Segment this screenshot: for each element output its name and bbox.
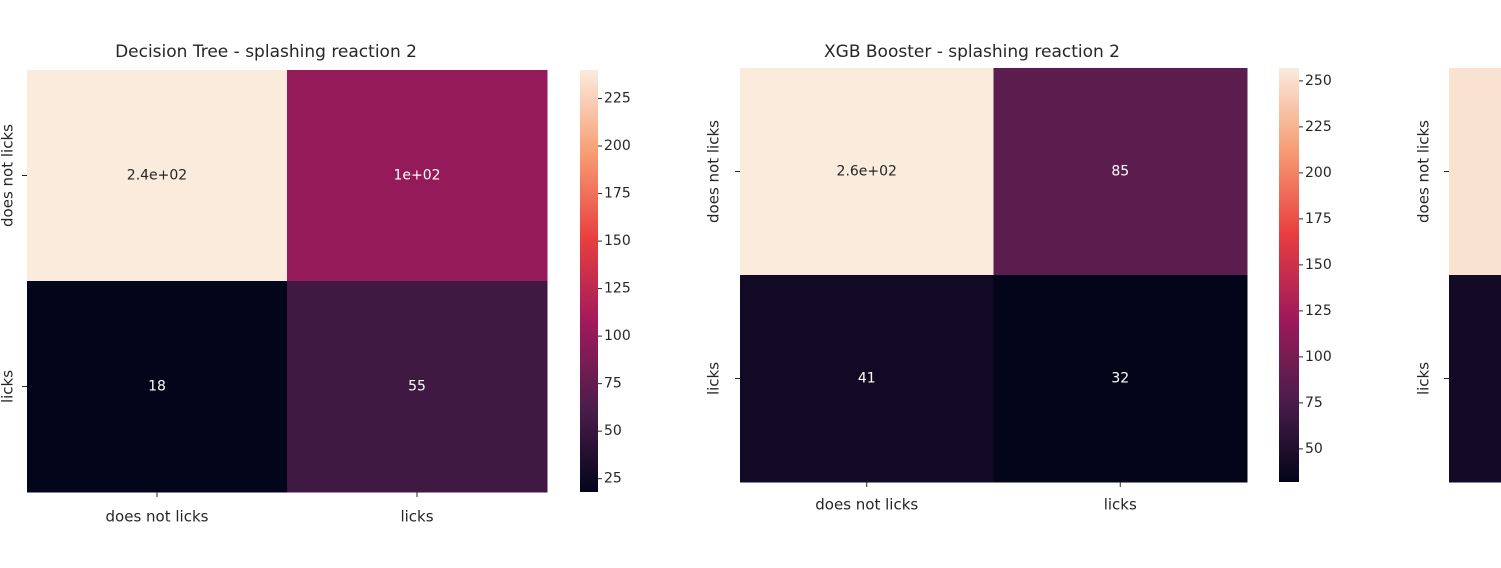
colorbar-tick-label: 125 — [1305, 303, 1332, 319]
colorbar — [580, 70, 598, 492]
colorbar-tick-label: 125 — [604, 281, 631, 297]
colorbar — [1279, 68, 1299, 482]
heatmap-cell — [287, 70, 548, 282]
y-tick-label: does not licks — [0, 124, 17, 227]
colorbar-tick-label: 250 — [1305, 73, 1332, 89]
x-tick-label: licks — [1104, 496, 1137, 514]
y-tick-label: licks — [705, 362, 723, 395]
x-tick-label: does not licks — [106, 508, 209, 526]
heatmap-cell — [993, 275, 1248, 483]
colorbar-tick-label: 200 — [1305, 165, 1332, 181]
cell-label: 18 — [148, 379, 166, 395]
heatmap-cell — [993, 68, 1248, 276]
y-tick-label: does not licks — [1415, 120, 1433, 223]
cell-label: 41 — [858, 371, 876, 387]
y-tick-label: licks — [0, 370, 17, 403]
chart-title: XGB Booster - splashing reaction 2 — [824, 42, 1120, 62]
colorbar-tick-label: 75 — [1305, 395, 1323, 411]
x-tick-label: licks — [400, 508, 433, 526]
y-tick-label: does not licks — [705, 120, 723, 223]
cell-label: 1e+02 — [393, 168, 440, 184]
colorbar-tick-label: 225 — [1305, 119, 1332, 135]
cell-label: 85 — [1111, 164, 1129, 180]
heatmap-cell — [740, 275, 994, 483]
heatmap-cell — [1449, 275, 1501, 483]
colorbar-tick-label: 200 — [604, 138, 631, 154]
colorbar-tick-label: 175 — [604, 186, 631, 202]
y-tick-label: licks — [1415, 362, 1433, 395]
heatmap-cell — [27, 281, 288, 493]
colorbar-tick-label: 50 — [604, 423, 622, 439]
colorbar-tick-label: 150 — [604, 233, 631, 249]
cell-label: 55 — [408, 379, 426, 395]
colorbar-tick-label: 225 — [604, 91, 631, 107]
heatmap-cell — [27, 70, 288, 282]
colorbar-tick-label: 100 — [604, 328, 631, 344]
heatmap-cell — [740, 68, 994, 276]
colorbar-tick-label: 50 — [1305, 441, 1323, 457]
cell-label: 32 — [1111, 371, 1129, 387]
cell-label: 2.4e+02 — [127, 168, 187, 184]
cell-label: 2.6e+02 — [837, 164, 897, 180]
colorbar-tick-label: 75 — [604, 376, 622, 392]
heatmap-cell — [1449, 68, 1501, 276]
colorbar-tick-label: 175 — [1305, 211, 1332, 227]
chart-title: Decision Tree - splashing reaction 2 — [115, 42, 417, 62]
colorbar-tick-label: 150 — [1305, 257, 1332, 273]
colorbar-tick-label: 100 — [1305, 349, 1332, 365]
heatmap-cell — [287, 281, 548, 493]
x-tick-label: does not licks — [815, 496, 918, 514]
colorbar-tick-label: 25 — [604, 471, 622, 487]
